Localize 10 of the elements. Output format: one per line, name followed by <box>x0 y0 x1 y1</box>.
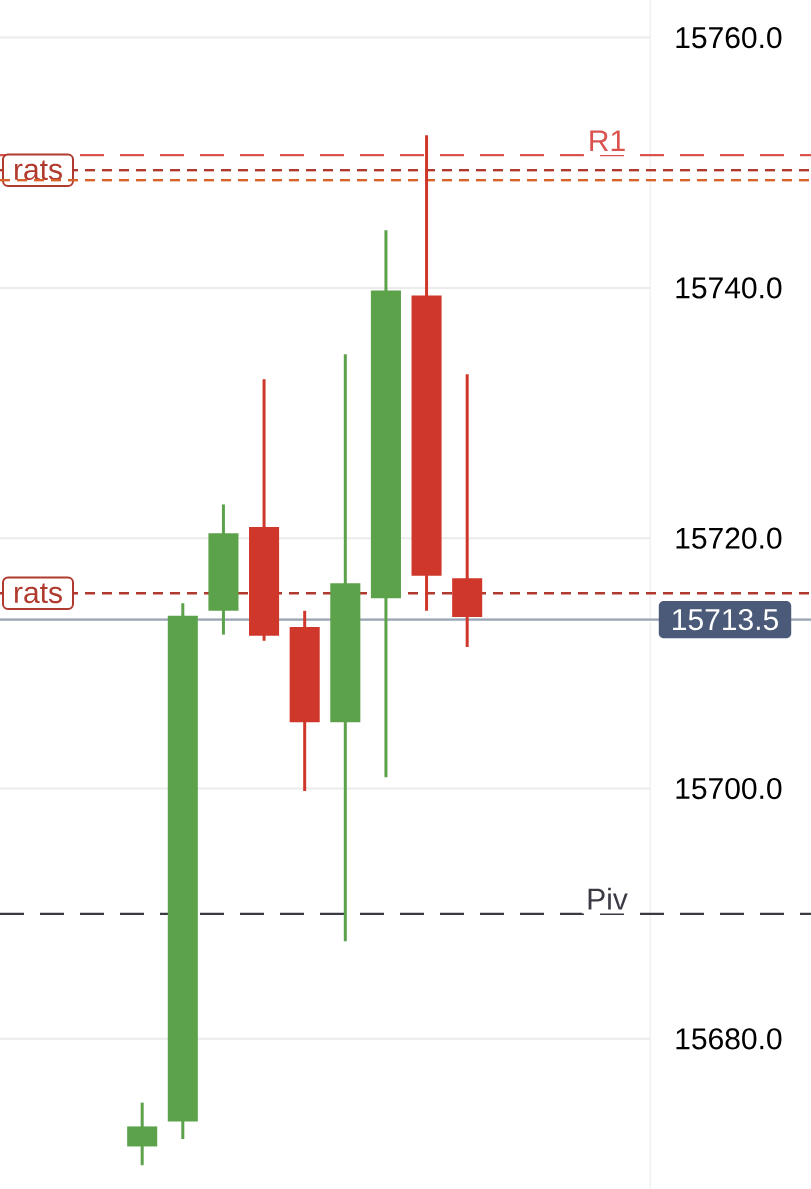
y-tick-label: 15720.0 <box>676 527 782 549</box>
ref-line-label: rats <box>14 583 62 604</box>
ref-line-label: Piv <box>588 887 628 910</box>
ref-line-label: R1 <box>590 130 625 152</box>
y-tick-label: 15680.0 <box>676 1028 782 1050</box>
ref-line-label: rats <box>14 160 62 181</box>
y-tick-label: 15740.0 <box>676 277 782 299</box>
ref-line-label: 15713.5 <box>673 608 778 631</box>
y-tick-label: 15760.0 <box>676 26 782 49</box>
y-tick-label: 15700.0 <box>676 777 782 800</box>
